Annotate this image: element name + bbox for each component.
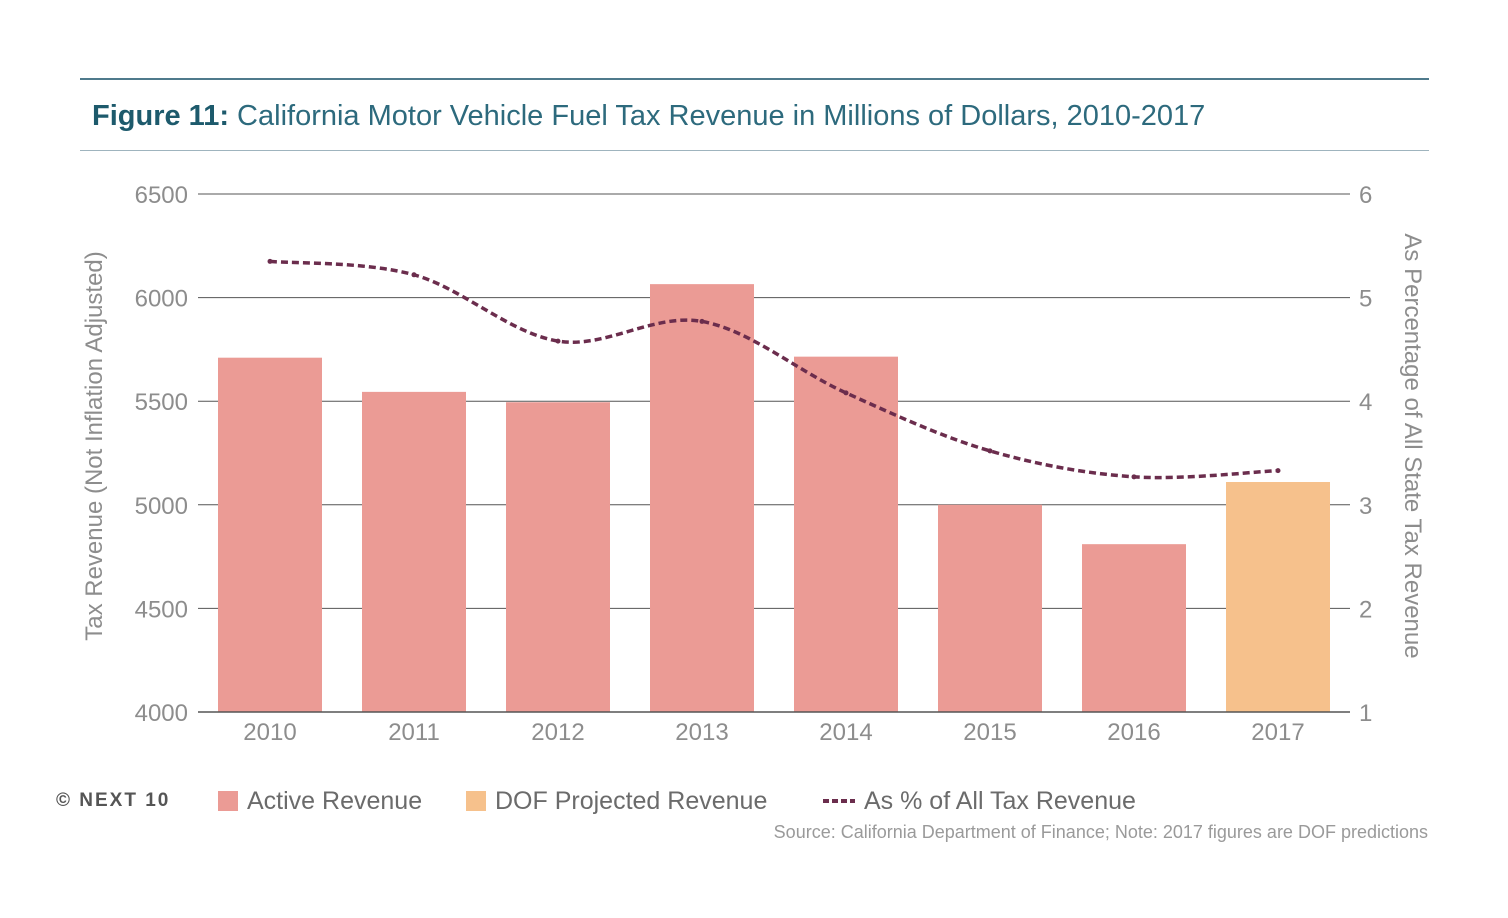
projected-revenue-swatch (466, 791, 486, 811)
legend-item-active: Active Revenue (218, 784, 422, 818)
y2-tick-label: 3 (1359, 493, 1372, 520)
bars (218, 284, 1330, 712)
y-tick-label: 5500 (135, 389, 188, 416)
copyright-mark: © NEXT 10 (56, 790, 171, 811)
title-rule (80, 150, 1429, 151)
bar-active-2012 (506, 402, 610, 712)
y-tick-label: 4000 (135, 700, 188, 727)
percent-point-2013 (699, 318, 705, 324)
y-axis-title: Tax Revenue (Not Inflation Adjusted) (81, 251, 108, 641)
percent-line (267, 258, 1281, 480)
percent-line-swatch (823, 799, 855, 803)
top-rule (80, 78, 1429, 80)
source-note: Source: California Department of Finance… (773, 822, 1428, 842)
y2-tick-label: 1 (1359, 700, 1372, 727)
y2-tick-label: 4 (1359, 389, 1372, 416)
y-tick-label: 6000 (135, 286, 188, 313)
percent-point-2016 (1131, 474, 1137, 480)
y2-tick-label: 6 (1359, 182, 1372, 209)
figure-title-text: California Motor Vehicle Fuel Tax Revenu… (229, 100, 1206, 132)
x-tick-label: 2016 (1107, 719, 1160, 746)
x-tick-label: 2010 (243, 719, 296, 746)
x-tick-label: 2015 (963, 719, 1016, 746)
y-tick-label: 5000 (135, 493, 188, 520)
x-tick-label: 2014 (819, 719, 872, 746)
bar-active-2011 (362, 391, 466, 712)
percent-point-2015 (987, 448, 993, 454)
bar-active-2014 (794, 356, 898, 712)
legend: © NEXT 10 Active Revenue DOF Projected R… (0, 784, 1508, 818)
bar-active-2013 (650, 284, 754, 712)
bar-active-2016 (1082, 544, 1186, 712)
x-tick-label: 2011 (388, 719, 440, 746)
x-tick-label: 2012 (531, 719, 584, 746)
percent-point-2012 (555, 338, 561, 344)
figure-title: Figure 11: California Motor Vehicle Fuel… (92, 100, 1205, 133)
legend-item-percent: As % of All Tax Revenue (822, 784, 1136, 818)
bar-active-2010 (218, 357, 322, 712)
y-tick-label: 4500 (135, 596, 188, 623)
bar-projected-2017 (1226, 482, 1330, 712)
figure-number: Figure 11: (92, 100, 229, 132)
legend-item-projected: DOF Projected Revenue (466, 784, 767, 818)
fuel-tax-chart: 4000 4500 5000 5500 6000 6500 1 2 3 4 5 6 2010 2011 20… (81, 182, 1426, 746)
percent-line-path (269, 259, 1279, 480)
x-tick-label: 2017 (1251, 719, 1304, 746)
percent-point-2010 (267, 258, 273, 264)
legend-label-projected: DOF Projected Revenue (495, 786, 768, 815)
percent-point-2011 (411, 272, 417, 278)
y-tick-label: 6500 (135, 182, 188, 209)
y2-tick-label: 5 (1359, 286, 1372, 313)
legend-label-percent: As % of All Tax Revenue (864, 786, 1136, 815)
percent-point-2014 (843, 390, 849, 396)
tick-labels: 4000 4500 5000 5500 6000 6500 1 2 3 4 5 6 2010 2011 20… (135, 182, 1373, 746)
active-revenue-swatch (218, 791, 238, 811)
y2-axis-title: As Percentage of All State Tax Revenue (1399, 233, 1426, 658)
x-tick-label: 2013 (675, 719, 728, 746)
percent-point-2017 (1275, 468, 1281, 474)
bar-active-2015 (938, 504, 1042, 712)
legend-label-active: Active Revenue (247, 786, 423, 815)
y2-tick-label: 2 (1359, 596, 1372, 623)
